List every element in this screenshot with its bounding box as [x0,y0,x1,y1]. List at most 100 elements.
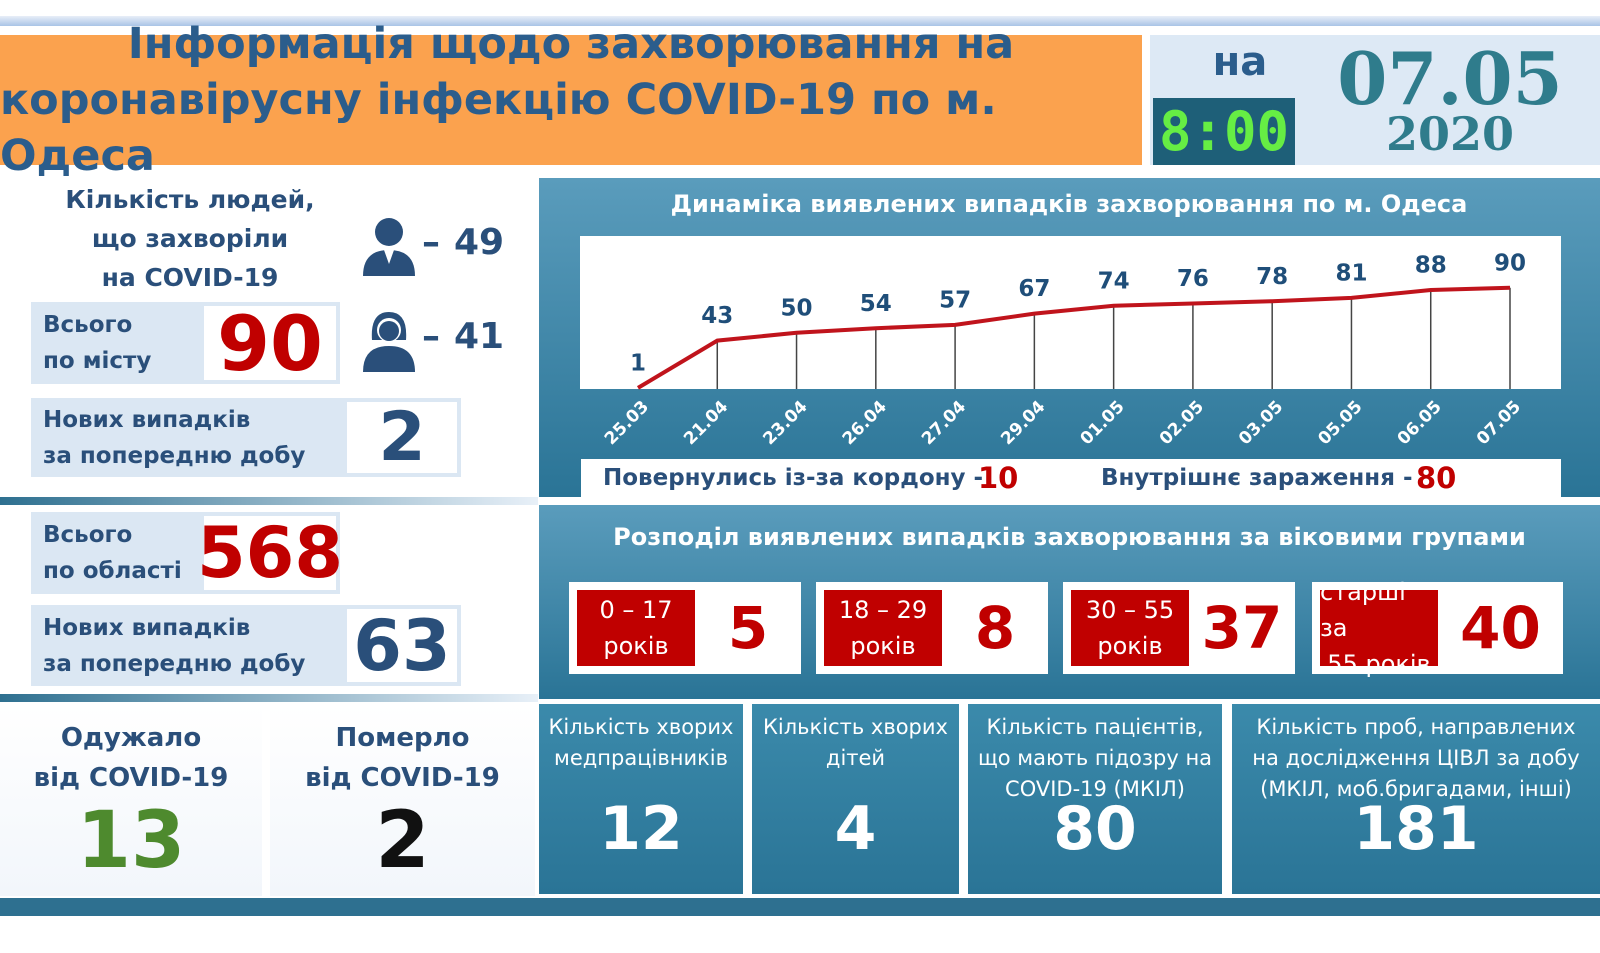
value-label: 67 [1018,276,1050,302]
internal-value: 80 [1416,461,1457,495]
value-label: 43 [701,303,733,329]
women-value: 41 [454,316,505,357]
top-strip [0,16,1600,26]
plot-area [580,236,1561,389]
city-total-label-line: Всього [43,312,133,338]
stat-value: 12 [599,794,683,864]
age-group-box: 18 – 29 років 8 [816,582,1048,674]
age-group-label-line: років [850,632,916,660]
recovered-box: Одужало від COVID-19 13 [0,704,262,896]
women-count: –41 [422,316,504,357]
recovered-label: Одужало від COVID-19 [0,718,262,798]
died-value: 2 [375,796,430,886]
age-group-value: 5 [727,594,769,662]
age-group-label-line: років [603,632,669,660]
value-label: 74 [1098,268,1130,294]
stat-box: Кількість хворих дітей 4 [752,704,959,894]
city-total-value: 90 [217,298,323,388]
stat-label-line: що мають підозру на [977,746,1213,770]
region-new-value-box: 63 [347,604,457,687]
stat-label-line: Кількість пацієнтів, [986,715,1204,739]
region-total-label-line: Всього [43,522,133,548]
age-group-label-line: 30 – 55 [1085,596,1175,624]
recovered-label-line: Одужало [60,723,202,753]
region-new-label: Нових випадків за попередню добу [43,605,305,686]
died-box: Померло від COVID-19 2 [270,704,535,896]
age-panel: Розподіл виявлених випадків захворювання… [539,505,1600,699]
x-tick-label: 01.05 [1077,397,1129,449]
separator [0,497,538,505]
sick-label: Кількість людей, що захворіли на COVID-19 [40,180,340,297]
men-count: –49 [422,222,504,263]
chart-title: Динаміка виявлених випадків захворювання… [671,190,1468,218]
value-label: 81 [1335,260,1367,286]
city-new-label-line: Нових випадків [43,406,251,433]
age-group-box: старші за 55 років 40 [1312,578,1563,678]
data-line [636,285,1511,390]
sick-label-line: Кількість людей, [65,185,315,214]
stat-label-line: Кількість хворих [548,715,734,739]
stat-label-line: COVID-19 (МКІЛ) [1005,777,1185,801]
value-label: 88 [1415,253,1447,279]
age-title: Розподіл виявлених випадків захворювання… [613,523,1526,551]
region-new-label-line: за попередню добу [43,650,306,677]
age-group-label-line: 55 років [1327,650,1431,678]
stat-value: 181 [1353,794,1479,864]
x-tick-label: 03.05 [1235,397,1287,449]
returned-label: Повернулись із-за кордону - [603,465,984,491]
date: 07.05 [1337,36,1563,121]
source-strip: Повернулись із-за кордону -10 Внутрішнє з… [581,459,1561,497]
recovered-label-line: від COVID-19 [33,763,229,793]
city-new-box: Нових випадків за попередню добу 2 [31,398,461,477]
region-total-value-box: 568 [197,512,343,594]
region-new-label-line: Нових випадків [43,614,251,641]
x-tick-label: 23.04 [759,397,811,449]
age-group-label: 18 – 29 років [824,590,942,666]
men-value: 49 [454,222,505,263]
died-label-line: від COVID-19 [305,763,500,793]
age-group-label-line: 0 – 17 [599,596,673,624]
city-new-value: 2 [378,398,426,477]
stat-label: Кількість пацієнтів, що мають підозру на C… [968,712,1222,805]
city-total-box: Всього по місту 90 [31,298,340,388]
region-total-box: Всього по області 568 [31,512,343,594]
city-total-value-box: 90 [204,298,336,388]
region-new-box: Нових випадків за попередню добу 63 [31,604,461,687]
city-total-label: Всього по місту [43,302,151,384]
age-group-box: 0 – 17 років 5 [569,582,801,674]
value-label: 57 [939,287,971,313]
header-title: Інформація щодо захворювання на [127,19,1015,69]
value-label: 54 [860,291,892,317]
man-icon [363,218,415,276]
header-title-box: Інформація щодо захворювання на коронавір… [0,19,1142,181]
x-tick-label: 25.03 [601,397,653,449]
age-group-label-line: років [1097,632,1163,660]
value-label: 78 [1256,264,1288,290]
stat-value: 4 [834,794,877,864]
age-group-box: 30 – 55 років 37 [1063,582,1295,674]
x-tick-label: 06.05 [1394,397,1446,449]
region-new-value: 63 [353,604,451,687]
value-label: 76 [1177,266,1209,292]
region-total-label: Всього по області [43,512,182,594]
x-tick-label: 21.04 [680,397,732,449]
age-group-value: 8 [974,594,1016,662]
age-group-label: 30 – 55 років [1071,590,1189,666]
sick-label-line: що захворіли [91,224,289,253]
city-new-label: Нових випадків за попередню добу [43,398,305,477]
stat-box: Кількість проб, направлених на дослідженн… [1232,704,1600,894]
age-group-label-line: 18 – 29 [838,596,928,624]
on-label: на [1212,39,1268,85]
x-tick-label: 27.04 [918,397,970,449]
region-total-label-line: по області [43,558,182,584]
value-label: 50 [781,295,813,321]
stat-label: Кількість хворих медпрацівників [539,712,743,774]
age-group-value: 40 [1460,594,1541,662]
woman-icon [363,312,415,372]
stat-box: Кількість хворих медпрацівників 12 [539,704,743,894]
stat-label-line: (МКІЛ, моб.бригадами, інші) [1260,777,1572,801]
dash: – [422,222,440,263]
city-total-label-line: по місту [43,348,152,374]
city-new-value-box: 2 [347,398,457,477]
